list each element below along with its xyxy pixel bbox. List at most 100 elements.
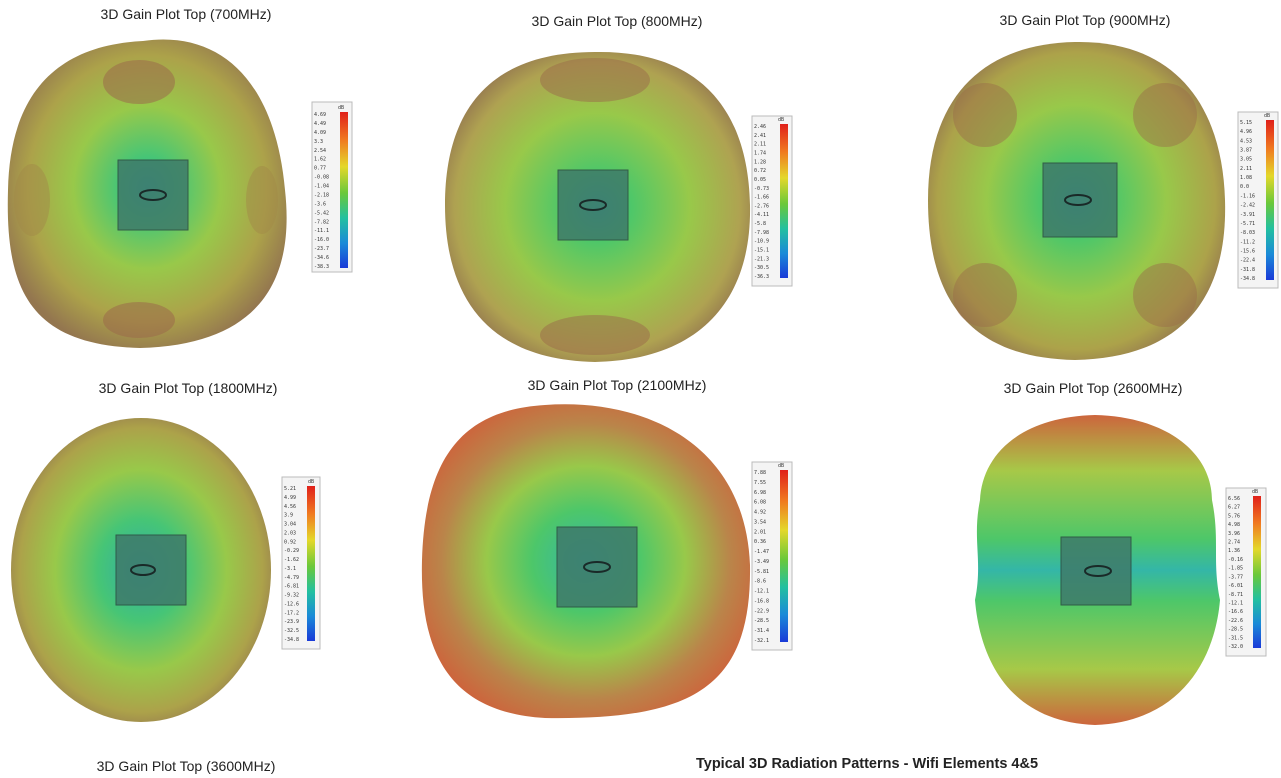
- legend-tick-label: -30.5: [754, 265, 769, 271]
- legend-unit: dB: [778, 117, 784, 123]
- legend-tick-label: 4.69: [314, 112, 326, 118]
- legend-tick-label: 7.55: [754, 480, 766, 486]
- legend-tick-label: -0.08: [314, 175, 329, 181]
- legend-tick-label: -1.62: [284, 557, 299, 563]
- legend-tick-label: -31.8: [1240, 267, 1255, 273]
- legend-tick-label: 2.01: [754, 529, 766, 535]
- legend-tick-label: -7.98: [754, 230, 769, 236]
- legend-unit: dB: [308, 479, 314, 485]
- legend-tick-label: -15.1: [754, 248, 769, 254]
- legend-tick-label: -11.1: [314, 228, 329, 234]
- legend-tick-label: -1.47: [754, 549, 769, 555]
- legend-tick-label: -5.81: [754, 569, 769, 575]
- legend-tick-label: -4.79: [284, 575, 299, 581]
- legend-tick-label: -28.5: [1228, 627, 1243, 633]
- legend-tick-label: -0.73: [754, 186, 769, 192]
- legend-tick-label: -2.76: [754, 203, 769, 209]
- legend-tick-label: -3.77: [1228, 574, 1243, 580]
- legend-tick-label: -6.01: [1228, 583, 1243, 589]
- legend-tick-label: 3.9: [284, 513, 293, 519]
- plot-title: 3D Gain Plot Top (1800MHz): [98, 380, 278, 396]
- legend-tick-label: 3.96: [1228, 531, 1240, 537]
- legend-tick-label: 6.27: [1228, 505, 1240, 511]
- legend-tick-label: -31.5: [1228, 635, 1243, 641]
- legend-tick-label: -38.3: [314, 264, 329, 270]
- legend-tick-label: -2.42: [1240, 203, 1255, 209]
- legend-tick-label: 1.62: [314, 157, 326, 163]
- legend-tick-label: -16.0: [314, 237, 329, 243]
- plot-title: 3D Gain Plot Top (900MHz): [999, 12, 1171, 28]
- legend-tick-label: 7.88: [754, 470, 766, 476]
- legend-tick-label: 6.56: [1228, 496, 1240, 502]
- legend-unit: dB: [1252, 489, 1258, 495]
- legend-tick-label: -7.82: [314, 219, 329, 225]
- legend-tick-label: 0.77: [314, 166, 326, 172]
- legend-tick-label: -1.16: [1240, 193, 1255, 199]
- legend-tick-label: -9.32: [284, 593, 299, 599]
- legend-tick-label: 3.3: [314, 139, 323, 145]
- legend-tick-label: -28.5: [754, 618, 769, 624]
- legend-tick-label: 6.98: [754, 490, 766, 496]
- legend-tick-label: 4.98: [1228, 522, 1240, 528]
- legend-tick-label: 2.41: [754, 133, 766, 139]
- legend-tick-label: -0.16: [1228, 557, 1243, 563]
- legend-tick-label: -3.49: [754, 559, 769, 565]
- legend-tick-label: -15.6: [1240, 248, 1255, 254]
- legend-tick-label: -12.6: [284, 601, 299, 607]
- legend-tick-label: 0.05: [754, 177, 766, 183]
- plot-title: 3D Gain Plot Top (2600MHz): [1003, 380, 1183, 396]
- legend-tick-label: 0.72: [754, 168, 766, 174]
- legend-tick-label: -5.71: [1240, 221, 1255, 227]
- legend-tick-label: -16.8: [754, 598, 769, 604]
- legend-tick-label: -34.6: [314, 255, 329, 261]
- legend-tick-label: 1.74: [754, 150, 766, 156]
- legend-tick-label: 3.05: [1240, 157, 1252, 163]
- legend-tick-label: 0.0: [1240, 184, 1249, 190]
- legend-tick-label: 6.08: [754, 500, 766, 506]
- legend-tick-label: -36.3: [754, 274, 769, 280]
- legend-tick-label: 3.54: [754, 519, 766, 525]
- legend-tick-label: 4.96: [1240, 129, 1252, 135]
- legend-unit: dB: [778, 463, 784, 469]
- legend-tick-label: -34.8: [1240, 276, 1255, 282]
- legend-tick-label: -8.71: [1228, 592, 1243, 598]
- legend-tick-label: -12.1: [1228, 600, 1243, 606]
- legend-tick-label: 5.76: [1228, 513, 1240, 519]
- legend-tick-label: -22.4: [1240, 258, 1255, 264]
- legend-tick-label: 4.99: [284, 495, 296, 501]
- legend-tick-label: -1.04: [314, 184, 329, 190]
- legend-tick-label: -8.03: [1240, 230, 1255, 236]
- legend-tick-label: 2.11: [1240, 166, 1252, 172]
- legend-tick-label: -23.9: [284, 619, 299, 625]
- legend-tick-label: -22.6: [1228, 618, 1243, 624]
- legend-tick-label: 1.28: [754, 159, 766, 165]
- plot-title: 3D Gain Plot Top (800MHz): [531, 13, 703, 29]
- legend-tick-label: -11.2: [1240, 239, 1255, 245]
- legend-tick-label: 2.74: [1228, 540, 1240, 546]
- legend-tick-label: -5.42: [314, 210, 329, 216]
- legend-tick-label: -34.8: [284, 637, 299, 643]
- legend-tick-label: 0.36: [754, 539, 766, 545]
- legend-tick-label: 3.04: [284, 522, 296, 528]
- legend-tick-label: 5.21: [284, 486, 296, 492]
- legend-tick-label: -8.6: [754, 579, 766, 585]
- legend-tick-label: -12.1: [754, 589, 769, 595]
- legend-tick-label: -17.2: [284, 610, 299, 616]
- legend-unit: dB: [1264, 113, 1270, 119]
- legend-tick-label: -16.6: [1228, 609, 1243, 615]
- legend-tick-label: 2.54: [314, 148, 326, 154]
- legend-tick-label: 3.87: [1240, 148, 1252, 154]
- legend-tick-label: 2.11: [754, 142, 766, 148]
- legend-tick-label: 2.46: [754, 124, 766, 130]
- legend-tick-label: -21.3: [754, 256, 769, 262]
- plot-title-3600: 3D Gain Plot Top (3600MHz): [96, 758, 276, 774]
- legend-tick-label: -6.81: [284, 584, 299, 590]
- legend-tick-label: -32.1: [754, 638, 769, 644]
- legend-tick-label: -10.9: [754, 239, 769, 245]
- legend-tick-label: 4.49: [314, 121, 326, 127]
- plot-title: 3D Gain Plot Top (700MHz): [100, 6, 272, 22]
- figure-caption: Typical 3D Radiation Patterns - Wifi Ele…: [695, 756, 1039, 772]
- legend-tick-label: -0.29: [284, 548, 299, 554]
- legend-tick-label: -31.4: [754, 628, 769, 634]
- legend-tick-label: 4.53: [1240, 138, 1252, 144]
